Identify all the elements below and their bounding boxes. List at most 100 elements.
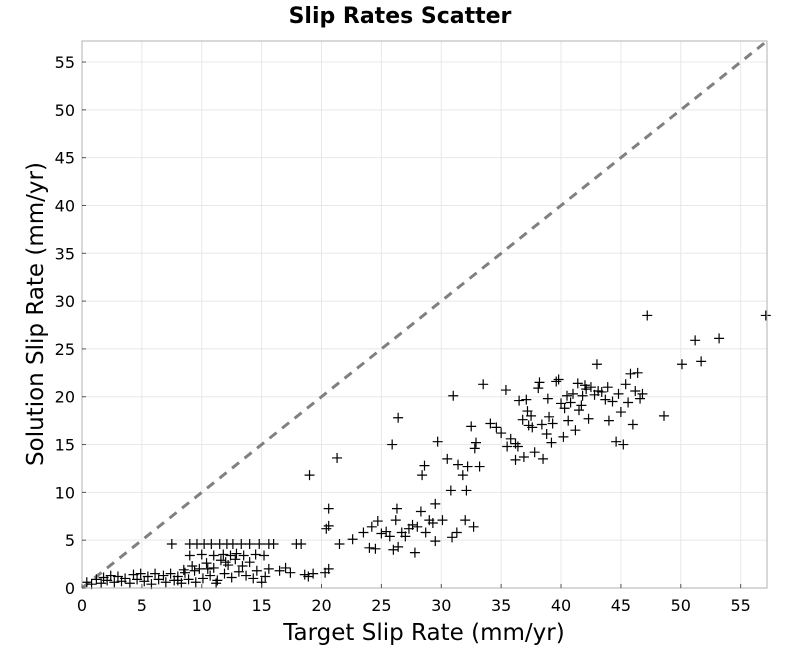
data-point [615, 407, 626, 418]
x-tick-label: 45 [611, 596, 631, 615]
y-tick-label: 35 [55, 244, 75, 263]
data-point [659, 410, 670, 421]
data-point [244, 539, 255, 550]
data-point [541, 429, 552, 440]
data-point [642, 310, 653, 321]
data-point [500, 385, 511, 396]
x-tick-label: 40 [551, 596, 571, 615]
data-point [427, 517, 438, 528]
data-point [505, 433, 516, 444]
data-point [215, 555, 226, 566]
data-point [570, 425, 581, 436]
x-tick-label: 30 [431, 596, 451, 615]
data-point [323, 503, 334, 514]
data-point [259, 550, 270, 561]
data-point [563, 415, 574, 426]
data-point [135, 568, 146, 579]
data-point [150, 568, 161, 579]
data-point [602, 382, 613, 393]
plot-frame [81, 40, 768, 589]
y-tick-label: 15 [55, 436, 75, 455]
data-point [630, 386, 641, 397]
x-axis-label: Target Slip Rate (mm/yr) [282, 620, 564, 646]
data-point [542, 393, 553, 404]
data-point [304, 470, 315, 481]
data-point [591, 359, 602, 370]
data-point [760, 310, 771, 321]
data-point [407, 519, 418, 530]
data-point [573, 405, 584, 416]
data-point [393, 412, 404, 423]
data-point [567, 388, 578, 399]
reference-line-layer [81, 39, 768, 590]
data-point [420, 527, 431, 538]
data-point [466, 421, 477, 432]
data-point [419, 460, 430, 471]
data-point [225, 550, 236, 561]
data-point [166, 539, 177, 550]
data-point [514, 395, 525, 406]
data-point [260, 571, 271, 582]
y-tick-label: 20 [55, 388, 75, 407]
data-point [212, 575, 223, 586]
data-point [194, 563, 205, 574]
data-point [202, 563, 213, 574]
data-point [251, 565, 262, 576]
y-axis-label: Solution Slip Rate (mm/yr) [23, 162, 49, 466]
data-point [248, 573, 259, 584]
y-tick-label: 40 [55, 196, 75, 215]
data-point [323, 563, 334, 574]
data-point [485, 418, 496, 429]
data-point [308, 568, 319, 579]
data-point [637, 388, 648, 399]
data-point [274, 565, 285, 576]
data-point [263, 563, 274, 574]
data-point [254, 539, 265, 550]
data-point [447, 532, 458, 543]
data-point [81, 577, 92, 588]
data-point [393, 541, 404, 552]
data-point [565, 397, 576, 408]
data-point [553, 374, 564, 385]
data-point [211, 578, 222, 589]
data-point [544, 411, 555, 422]
data-point [620, 379, 631, 390]
y-tick-label: 55 [55, 53, 75, 72]
y-tick-label: 0 [65, 579, 75, 598]
data-point [635, 393, 646, 404]
data-point [236, 539, 247, 550]
data-point [470, 437, 481, 448]
data-point [453, 459, 464, 470]
data-point [432, 436, 443, 447]
data-point [220, 557, 231, 568]
data-point [512, 441, 523, 452]
data-point [457, 470, 468, 481]
data-point [105, 570, 116, 581]
data-point [462, 461, 473, 472]
data-point [625, 368, 636, 379]
data-point [533, 383, 544, 394]
data-point [400, 531, 411, 542]
data-point [430, 498, 441, 509]
y-tick-label: 25 [55, 340, 75, 359]
data-point [409, 547, 420, 558]
data-point [334, 539, 345, 550]
data-point [445, 485, 456, 496]
data-point [201, 558, 212, 569]
data-point [502, 441, 513, 452]
data-point [576, 400, 587, 411]
data-point [244, 557, 255, 568]
data-point [219, 568, 230, 579]
data-point [585, 382, 596, 393]
x-tick-label: 35 [491, 596, 511, 615]
data-point [370, 543, 381, 554]
data-point [529, 447, 540, 458]
data-point [196, 549, 207, 560]
data-point [231, 548, 242, 559]
data-point [142, 571, 153, 582]
data-point [696, 356, 707, 367]
data-point [285, 567, 296, 578]
data-point [581, 384, 592, 395]
data-point [415, 506, 426, 517]
y-tick-label: 30 [55, 292, 75, 311]
